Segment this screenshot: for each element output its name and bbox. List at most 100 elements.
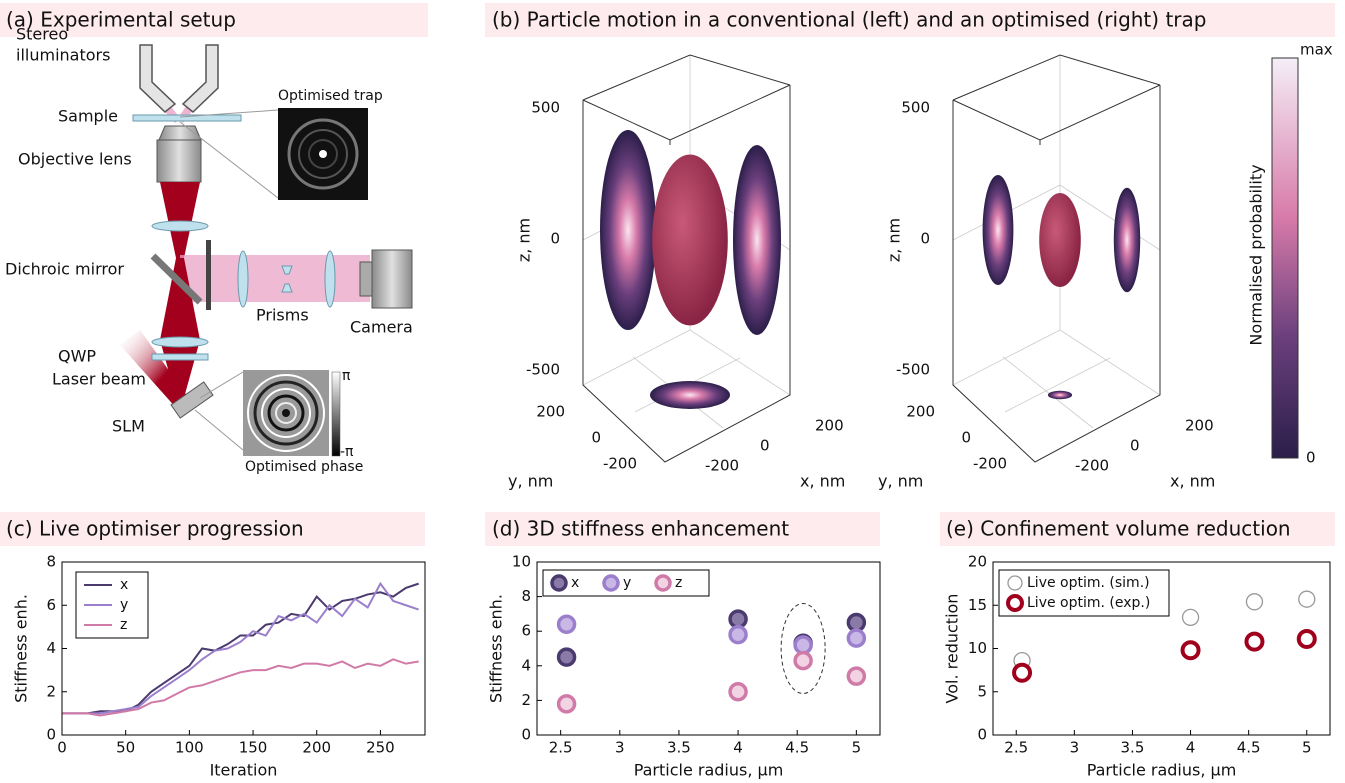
- x-axis-label: Particle radius, μm: [1087, 761, 1237, 780]
- y-tick-label: 0: [591, 429, 601, 447]
- figure: (a) Experimental setup (b) Particle moti…: [0, 0, 1345, 783]
- marker: [1299, 591, 1315, 607]
- y-tick-label: 2: [46, 682, 56, 700]
- legend-swatch: [552, 576, 566, 590]
- colorbar-title: Normalised probability: [1247, 164, 1266, 345]
- label: Camera: [350, 318, 413, 337]
- grid-line: [1003, 357, 1093, 428]
- label: Prisms: [256, 306, 309, 325]
- y-tick-label: -200: [603, 455, 637, 473]
- x-tick-label: 250: [366, 739, 395, 757]
- axis-label: x, nm: [800, 472, 845, 491]
- legend-label: z: [675, 575, 682, 591]
- projection: [650, 381, 730, 409]
- legend-label: y: [120, 597, 128, 613]
- x-tick-label: -200: [705, 457, 739, 475]
- marker: [848, 615, 864, 631]
- grid-line: [1005, 358, 1110, 412]
- marker: [559, 649, 575, 665]
- y-tick-label: 4: [46, 639, 56, 657]
- x-tick-label: 150: [239, 739, 268, 757]
- axis-label: y, nm: [878, 472, 923, 491]
- x-tick-label: 50: [116, 739, 135, 757]
- y-tick-label: 0: [521, 726, 531, 744]
- marker: [1183, 609, 1199, 625]
- y-tick-label: 0: [961, 429, 971, 447]
- legend-swatch: [656, 576, 670, 590]
- box-edge: [953, 85, 1160, 140]
- legend-swatch: [1008, 576, 1022, 590]
- particle-cloud: [652, 155, 728, 326]
- y-tick-label: 8: [46, 553, 56, 571]
- panel-title: (b) Particle motion in a conventional (l…: [492, 8, 1206, 32]
- marker: [559, 696, 575, 712]
- y-tick-label: 0: [977, 726, 987, 744]
- particle-cloud: [1039, 193, 1081, 287]
- marker: [730, 611, 746, 627]
- marker: [848, 668, 864, 684]
- label: Stereo: [16, 25, 68, 44]
- legend-label: x: [571, 575, 579, 591]
- box-edge: [953, 55, 1160, 100]
- axis-label: z, nm: [515, 218, 534, 262]
- legend-swatch: [1008, 596, 1022, 610]
- label: Optimised trap: [278, 88, 383, 104]
- marker: [1014, 665, 1030, 681]
- legend-swatch: [604, 576, 618, 590]
- setup-schematic: [120, 45, 412, 456]
- x-tick-label: 100: [175, 739, 204, 757]
- label: SLM: [112, 417, 145, 436]
- x-tick-label: 200: [302, 739, 331, 757]
- y-tick-label: 6: [521, 622, 531, 640]
- marker: [559, 616, 575, 632]
- x-tick-label: 0: [760, 437, 770, 455]
- x-axis-label: Iteration: [210, 761, 278, 780]
- y-tick-label: 15: [968, 596, 987, 614]
- x-tick-label: 2.5: [1004, 739, 1028, 757]
- marker: [1246, 594, 1262, 610]
- y-tick-label: -200: [973, 455, 1007, 473]
- y-tick-label: 0: [46, 726, 56, 744]
- colorbar: [1272, 58, 1298, 458]
- x-axis-label: Particle radius, μm: [634, 761, 784, 780]
- y-tick-label: 200: [536, 403, 565, 421]
- z-tick-label: 0: [920, 230, 930, 248]
- legend-label: Live optim. (exp.): [1027, 595, 1150, 611]
- axis-label: z, nm: [885, 218, 904, 262]
- label: Objective lens: [18, 150, 132, 169]
- x-tick-label: 3.5: [1121, 739, 1145, 757]
- y-tick-label: 5: [977, 682, 987, 700]
- label: illuminators: [16, 46, 110, 65]
- legend-label: z: [120, 617, 127, 633]
- projection: [1048, 391, 1072, 399]
- label: -π: [340, 444, 354, 460]
- marker: [848, 630, 864, 646]
- y-tick-label: 4: [521, 656, 531, 674]
- marker: [1183, 642, 1199, 658]
- marker: [795, 653, 811, 669]
- z-tick-label: 500: [531, 99, 560, 117]
- colorbar-label: 0: [1306, 449, 1316, 467]
- projection: [733, 145, 781, 335]
- legend-label: x: [120, 577, 128, 593]
- y-axis-label: Vol. reduction: [943, 594, 962, 704]
- label: π: [342, 368, 351, 384]
- marker: [1246, 634, 1262, 650]
- x-tick-label: 4.5: [1237, 739, 1261, 757]
- y-tick-label: 2: [521, 691, 531, 709]
- projection: [983, 175, 1014, 285]
- axis-label: x, nm: [1170, 472, 1215, 491]
- marker: [730, 627, 746, 643]
- label: Dichroic mirror: [5, 260, 124, 279]
- x-tick-label: 5: [1302, 739, 1312, 757]
- projection: [600, 130, 656, 330]
- z-tick-label: 0: [550, 230, 560, 248]
- panel-title: (e) Confinement volume reduction: [946, 517, 1291, 541]
- y-tick-label: 200: [906, 403, 935, 421]
- y-tick-label: 20: [968, 553, 987, 571]
- panel-title: (c) Live optimiser progression: [6, 517, 304, 541]
- x-tick-label: 200: [815, 417, 844, 435]
- x-tick-label: 5: [852, 739, 862, 757]
- legend-label: Live optim. (sim.): [1027, 575, 1150, 591]
- marker: [1299, 631, 1315, 647]
